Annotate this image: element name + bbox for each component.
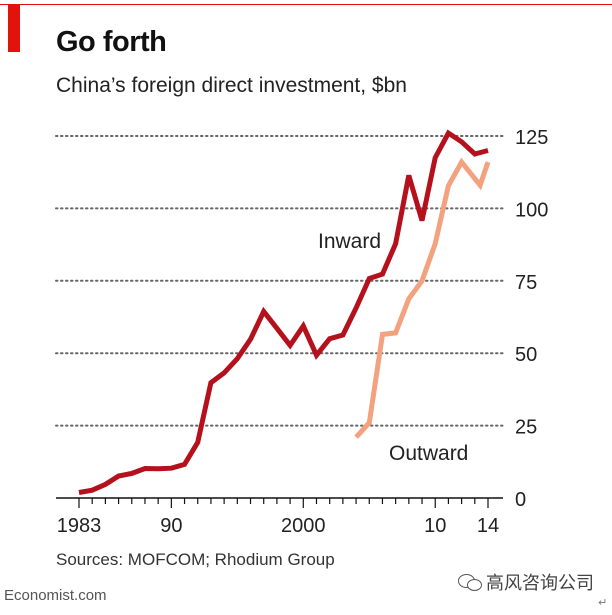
- y-tick-label-25: 25: [515, 417, 537, 439]
- x-tick-label-2000: 2000: [281, 515, 326, 537]
- top-rule: [0, 4, 612, 5]
- x-tick-label-14: 14: [477, 515, 499, 537]
- grid-layer: [55, 135, 504, 427]
- return-mark: ↵: [598, 597, 608, 609]
- y-tick-label-0: 0: [515, 489, 526, 511]
- source-note: Sources: MOFCOM; Rhodium Group: [56, 550, 335, 569]
- chart-title: Go forth: [56, 26, 167, 58]
- wechat-watermark: 高风咨询公司: [458, 569, 594, 595]
- y-tick-label-50: 50: [515, 344, 537, 366]
- x-axis: 1983 90 2000 10 14: [56, 497, 503, 537]
- series-layer: [78, 129, 491, 495]
- x-tick-label-90: 90: [160, 515, 182, 537]
- series-label-inward: Inward: [318, 230, 381, 253]
- series-line-outward: [354, 157, 491, 439]
- x-tick-label-1983: 1983: [57, 515, 102, 537]
- watermark-text: 高风咨询公司: [486, 573, 594, 593]
- series-label-outward: Outward: [389, 442, 468, 465]
- wechat-icon: [458, 572, 482, 592]
- y-axis-tick-labels: 0 25 50 75 100 125: [515, 127, 548, 511]
- x-tick-label-10: 10: [424, 515, 446, 537]
- series-line-inward: [78, 129, 489, 495]
- y-tick-label-75: 75: [515, 272, 537, 294]
- economist-brand: Economist.com: [4, 587, 107, 604]
- y-tick-label-125: 125: [515, 127, 548, 149]
- brand-red-tag: [8, 4, 20, 52]
- y-tick-label-100: 100: [515, 199, 548, 221]
- chart-subtitle: China’s foreign direct investment, $bn: [56, 74, 407, 97]
- series-labels: Inward Outward: [318, 230, 468, 465]
